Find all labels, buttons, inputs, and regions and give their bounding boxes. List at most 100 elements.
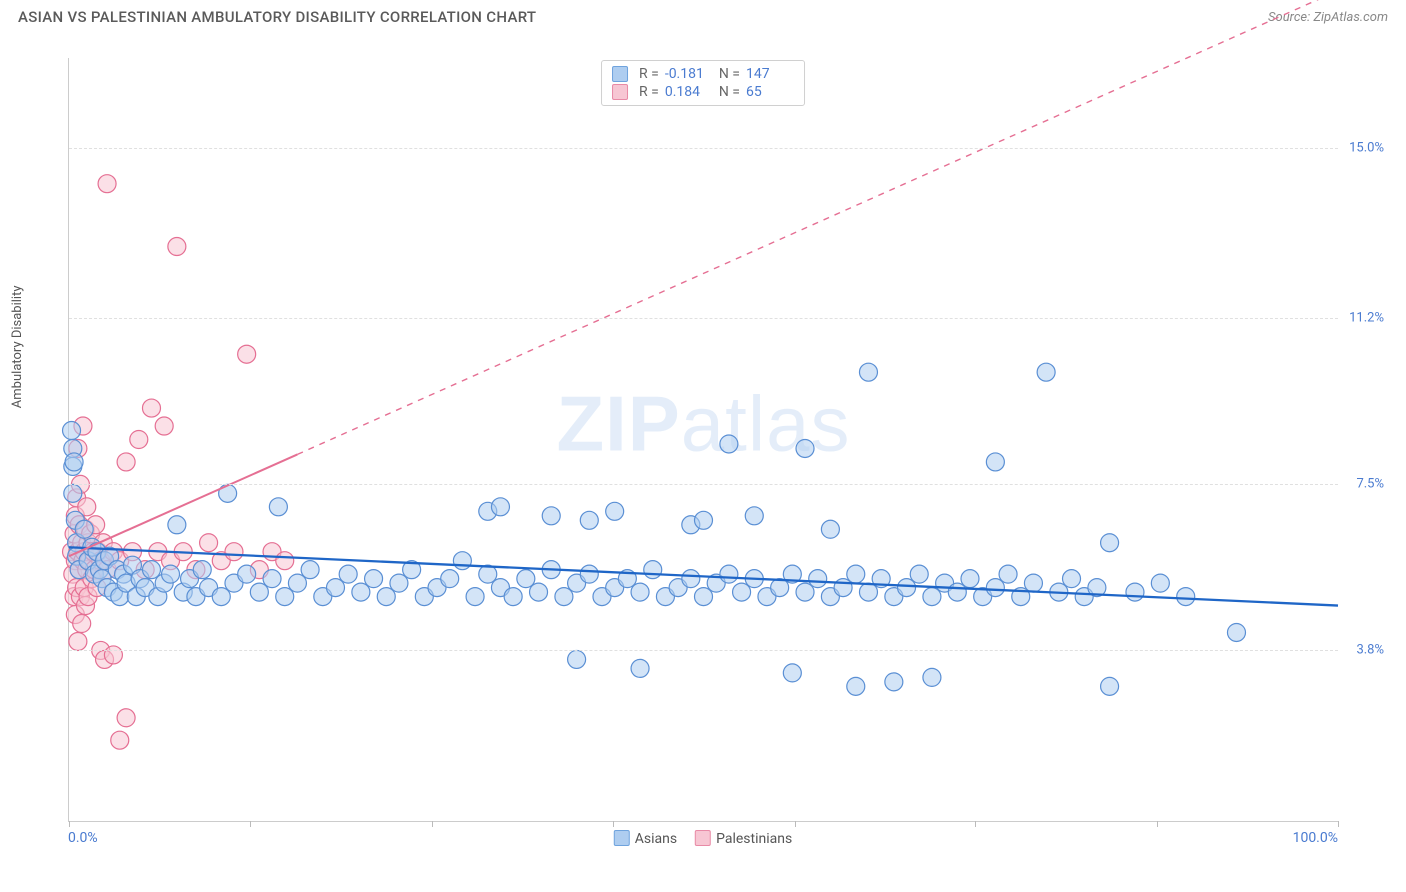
legend-swatch bbox=[695, 830, 711, 846]
scatter-point bbox=[63, 422, 81, 440]
trend-line bbox=[297, 0, 1338, 454]
scatter-point bbox=[276, 588, 294, 606]
scatter-point bbox=[695, 511, 713, 529]
scatter-point bbox=[720, 435, 738, 453]
scatter-point bbox=[910, 565, 928, 583]
scatter-point bbox=[200, 534, 218, 552]
scatter-point bbox=[644, 561, 662, 579]
scatter-point bbox=[1101, 534, 1119, 552]
scatter-point bbox=[733, 583, 751, 601]
gridline-h bbox=[69, 484, 1338, 485]
scatter-point bbox=[365, 570, 383, 588]
scatter-point bbox=[98, 175, 116, 193]
scatter-point bbox=[466, 588, 484, 606]
y-tick-label: 3.8% bbox=[1356, 643, 1384, 658]
scatter-point bbox=[1024, 574, 1042, 592]
scatter-point bbox=[193, 561, 211, 579]
scatter-point bbox=[923, 588, 941, 606]
stats-r-value: 0.184 bbox=[665, 84, 713, 100]
scatter-point bbox=[301, 561, 319, 579]
scatter-point bbox=[631, 659, 649, 677]
trend-line bbox=[69, 454, 297, 556]
scatter-point bbox=[453, 552, 471, 570]
scatter-point bbox=[580, 565, 598, 583]
stats-swatch bbox=[612, 84, 628, 100]
scatter-point bbox=[847, 677, 865, 695]
scatter-point bbox=[568, 650, 586, 668]
scatter-point bbox=[142, 399, 160, 417]
scatter-point bbox=[555, 588, 573, 606]
chart-header: ASIAN VS PALESTINIAN AMBULATORY DISABILI… bbox=[0, 0, 1406, 32]
scatter-point bbox=[130, 431, 148, 449]
stats-r-label: R = bbox=[639, 66, 659, 82]
scatter-point bbox=[238, 565, 256, 583]
scatter-point bbox=[339, 565, 357, 583]
chart-title: ASIAN VS PALESTINIAN AMBULATORY DISABILI… bbox=[18, 8, 536, 26]
scatter-point bbox=[504, 588, 522, 606]
scatter-point bbox=[580, 511, 598, 529]
scatter-point bbox=[796, 439, 814, 457]
scatter-point bbox=[238, 345, 256, 363]
stats-n-value: 147 bbox=[746, 66, 794, 82]
scatter-point bbox=[352, 583, 370, 601]
legend-label: Asians bbox=[635, 831, 677, 847]
scatter-point bbox=[326, 579, 344, 597]
chart-source: Source: ZipAtlas.com bbox=[1268, 10, 1388, 25]
scatter-point bbox=[212, 588, 230, 606]
scatter-point bbox=[1063, 570, 1081, 588]
scatter-point bbox=[999, 565, 1017, 583]
scatter-point bbox=[390, 574, 408, 592]
scatter-point bbox=[923, 668, 941, 686]
scatter-point bbox=[276, 552, 294, 570]
x-axis: 0.0% AsiansPalestinians 100.0% bbox=[68, 824, 1338, 852]
scatter-point bbox=[219, 484, 237, 502]
stats-r-label: R = bbox=[639, 84, 659, 100]
stats-swatch bbox=[612, 66, 628, 82]
series-legend: AsiansPalestinians bbox=[614, 830, 792, 847]
scatter-point bbox=[155, 417, 173, 435]
scatter-point bbox=[75, 520, 93, 538]
scatter-point bbox=[720, 565, 738, 583]
stats-row: R = 0.184 N = 65 bbox=[612, 83, 794, 101]
scatter-point bbox=[986, 579, 1004, 597]
scatter-point bbox=[606, 502, 624, 520]
scatter-point bbox=[821, 520, 839, 538]
scatter-point bbox=[168, 516, 186, 534]
scatter-point bbox=[117, 709, 135, 727]
scatter-point bbox=[898, 579, 916, 597]
y-tick-label: 11.2% bbox=[1349, 311, 1384, 326]
x-min-label: 0.0% bbox=[68, 830, 98, 846]
scatter-point bbox=[796, 583, 814, 601]
scatter-point bbox=[859, 363, 877, 381]
scatter-point bbox=[1151, 574, 1169, 592]
x-tick bbox=[1338, 821, 1339, 827]
scatter-point bbox=[65, 453, 83, 471]
stats-n-value: 65 bbox=[746, 84, 794, 100]
scatter-point bbox=[491, 498, 509, 516]
scatter-point bbox=[225, 543, 243, 561]
scatter-point bbox=[745, 507, 763, 525]
scatter-point bbox=[530, 583, 548, 601]
scatter-point bbox=[783, 664, 801, 682]
scatter-point bbox=[1177, 588, 1195, 606]
scatter-point bbox=[682, 570, 700, 588]
gridline-h bbox=[69, 148, 1338, 149]
gridline-h bbox=[69, 318, 1338, 319]
scatter-point bbox=[859, 583, 877, 601]
stats-n-label: N = bbox=[719, 84, 740, 100]
scatter-point bbox=[142, 561, 160, 579]
scatter-point bbox=[948, 583, 966, 601]
x-max-label: 100.0% bbox=[1293, 830, 1338, 846]
scatter-point bbox=[104, 646, 122, 664]
scatter-point bbox=[1101, 677, 1119, 695]
y-tick-label: 7.5% bbox=[1356, 477, 1384, 492]
scatter-point bbox=[117, 453, 135, 471]
scatter-point bbox=[64, 484, 82, 502]
stats-legend-box: R =-0.181N =147R =0.184N =65 bbox=[601, 60, 805, 106]
scatter-point bbox=[961, 570, 979, 588]
scatter-point bbox=[809, 570, 827, 588]
scatter-point bbox=[631, 583, 649, 601]
scatter-point bbox=[263, 570, 281, 588]
y-tick-label: 15.0% bbox=[1349, 140, 1384, 155]
legend-item: Asians bbox=[614, 830, 677, 847]
